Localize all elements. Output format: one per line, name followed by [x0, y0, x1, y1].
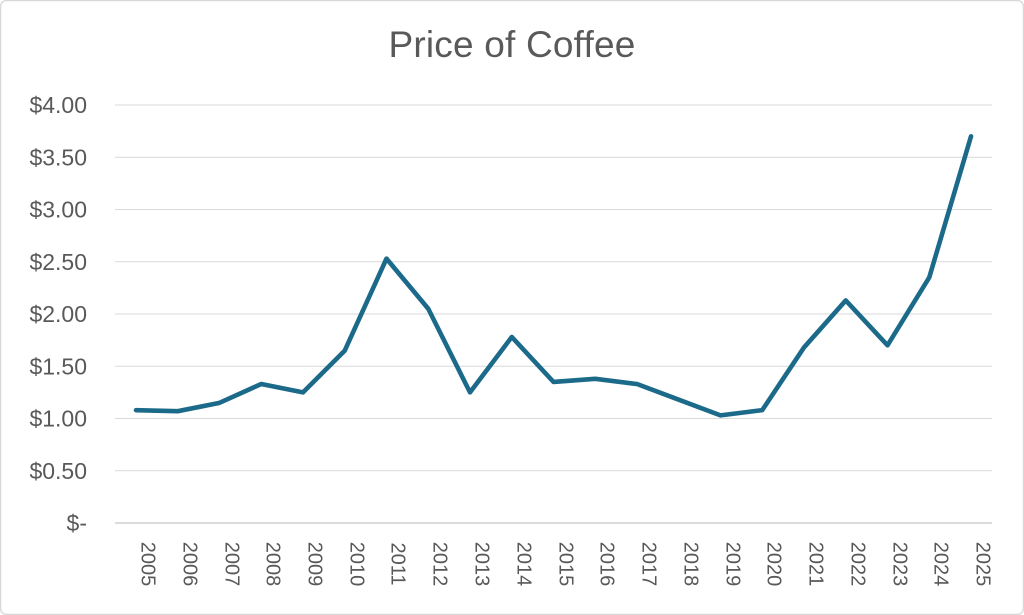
svg-text:$1.50: $1.50 [29, 353, 87, 379]
svg-text:$0.50: $0.50 [29, 458, 87, 484]
svg-text:$-: $- [67, 510, 87, 536]
svg-text:$1.00: $1.00 [29, 406, 87, 432]
svg-text:$2.50: $2.50 [29, 249, 87, 275]
svg-text:$3.50: $3.50 [29, 144, 87, 170]
svg-text:$3.00: $3.00 [29, 197, 87, 223]
svg-text:$2.00: $2.00 [29, 301, 87, 327]
svg-text:$4.00: $4.00 [29, 92, 87, 118]
